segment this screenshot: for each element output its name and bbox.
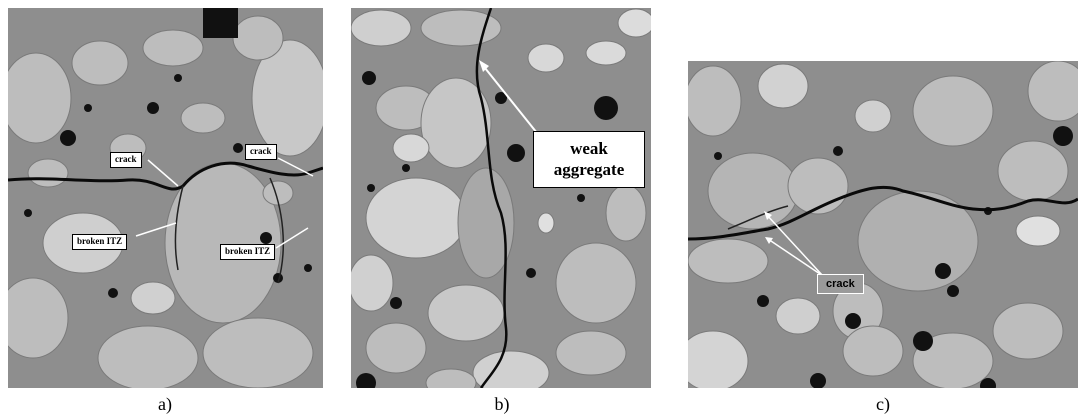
micrograph-panel-a [8, 8, 323, 388]
caption-c: c) [876, 394, 890, 414]
label-weak-aggregate-text: weak aggregate [553, 139, 625, 180]
caption-a: a) [158, 394, 172, 414]
micrograph-b-image [351, 8, 651, 388]
micrograph-a-image [8, 8, 323, 388]
micrograph-panel-c [688, 61, 1078, 388]
micrograph-c-image [688, 61, 1078, 388]
label-weak-aggregate: weak aggregate [533, 131, 645, 188]
label-broken-itz-left: broken ITZ [72, 234, 128, 250]
label-crack-a-right: crack [245, 144, 277, 160]
label-broken-itz-right: broken ITZ [220, 244, 276, 260]
label-crack-a-left: crack [110, 152, 142, 168]
label-crack-c: crack [817, 274, 864, 295]
micrograph-panel-b [351, 8, 651, 388]
caption-b: b) [494, 394, 510, 414]
